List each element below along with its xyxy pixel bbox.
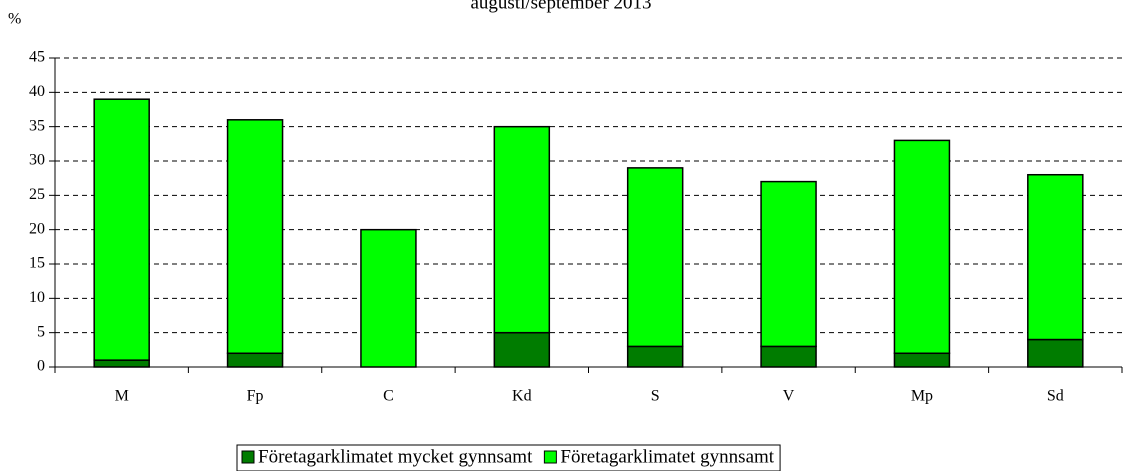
y-tick-label: 45 — [29, 49, 45, 66]
y-tick-label: 25 — [29, 186, 45, 203]
x-tick-label: Mp — [911, 388, 933, 405]
legend-label: Företagarklimatet mycket gynnsamt — [258, 446, 533, 467]
legend-label: Företagarklimatet gynnsamt — [560, 446, 774, 467]
y-tick-label: 35 — [29, 117, 45, 134]
bar-segment — [226, 352, 284, 368]
bar-segment — [760, 345, 817, 368]
bar-segment — [760, 180, 817, 348]
bar-segment — [626, 167, 684, 348]
x-tick-label: Kd — [512, 388, 532, 405]
bar-segment — [493, 125, 551, 334]
legend-swatch — [543, 450, 557, 464]
y-tick-label: 5 — [37, 323, 45, 340]
y-tick-label: 20 — [29, 220, 45, 237]
x-tick-label: Fp — [247, 388, 264, 405]
bar-segment — [1027, 173, 1084, 341]
bar-segment — [93, 359, 150, 368]
y-axis-label: % — [8, 11, 21, 28]
bar-segment — [493, 331, 551, 368]
bar-segment — [1027, 338, 1084, 368]
x-tick-label: Sd — [1047, 388, 1064, 405]
y-tick-label: 30 — [29, 152, 45, 169]
y-tick-label: 10 — [29, 289, 45, 306]
y-tick-label: 0 — [37, 358, 45, 375]
x-tick-label: C — [383, 388, 394, 405]
bar-segment — [626, 345, 684, 368]
bar-segment — [226, 119, 284, 355]
y-tick-label: 15 — [29, 255, 45, 272]
bar-segment — [893, 352, 951, 368]
bar-segment — [893, 139, 951, 355]
x-tick-label: S — [651, 388, 660, 405]
legend-box — [236, 444, 781, 471]
chart-title: augusti/september 2013 — [471, 0, 652, 13]
x-tick-label: M — [115, 388, 129, 405]
y-tick-label: 40 — [29, 83, 45, 100]
bar-segment — [93, 98, 150, 361]
bar-segment — [360, 228, 417, 368]
legend-swatch — [241, 450, 255, 464]
x-tick-label: V — [783, 388, 795, 405]
